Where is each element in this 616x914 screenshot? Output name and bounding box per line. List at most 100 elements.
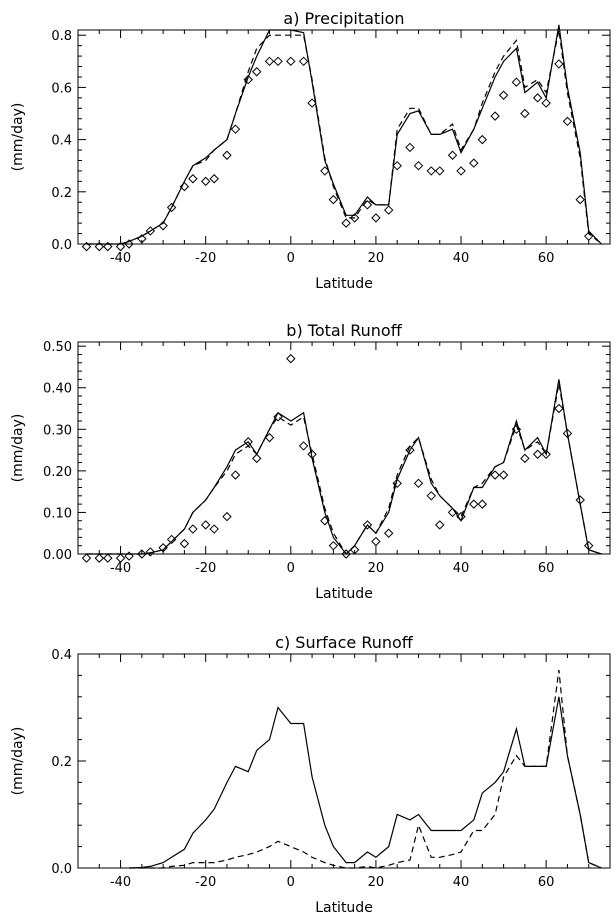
data-point-diamond [188, 174, 198, 184]
y-axis-label: (mm/day) [10, 414, 26, 483]
series-line-solid [86, 24, 602, 245]
data-point-diamond [94, 241, 104, 252]
chart-panel-1: a) Precipitation Latitude (mm/day) -40 -20 0 2… [10, 9, 611, 292]
data-point-diamond [264, 432, 275, 443]
data-point-diamond [81, 241, 92, 252]
y-tick-label: 0.30 [43, 423, 72, 438]
data-point-diamond [158, 221, 168, 231]
y-tick-label: 0.40 [43, 382, 72, 397]
data-point-diamond [575, 495, 585, 505]
y-tick-label: 0.2 [51, 186, 72, 201]
data-point-diamond [145, 547, 156, 557]
x-tick-label: -40 [110, 251, 131, 266]
data-point-diamond [307, 98, 317, 108]
x-tick-label: 60 [538, 251, 555, 266]
data-point-diamond [469, 158, 479, 168]
data-point-diamond [273, 412, 283, 422]
data-point-diamond [145, 226, 156, 236]
x-tick-label: 40 [453, 251, 470, 266]
x-tick-label: 60 [538, 561, 555, 576]
x-tick-label: 20 [368, 561, 385, 576]
data-point-diamond [179, 181, 190, 192]
y-axis-label: (mm/day) [10, 103, 26, 172]
y-tick-label: 0.4 [51, 134, 72, 149]
data-point-diamond [413, 160, 424, 171]
data-point-diamond [562, 116, 573, 127]
data-point-diamond [341, 218, 351, 228]
x-tick-label: -20 [195, 251, 216, 266]
series-line-dashed [129, 669, 602, 869]
data-point-diamond [137, 549, 147, 559]
data-point-diamond [298, 56, 309, 67]
data-point-diamond [532, 93, 543, 103]
data-point-diamond [349, 213, 360, 223]
y-tick-label: 0.0 [51, 238, 72, 253]
data-point-diamond [447, 507, 458, 518]
data-point-diamond [392, 478, 402, 489]
data-point-diamond [320, 516, 330, 526]
data-point-diamond [273, 56, 283, 67]
x-axis-label: Latitude [315, 276, 373, 292]
data-point-diamond [158, 543, 168, 553]
data-point-diamond [188, 524, 198, 534]
data-point-diamond [477, 134, 488, 145]
x-tick-label: 60 [538, 875, 555, 890]
data-point-diamond [405, 142, 415, 153]
y-tick-label: 0.00 [43, 548, 72, 563]
data-point-diamond [392, 160, 402, 171]
data-point-diamond [371, 536, 381, 547]
data-point-diamond [200, 176, 211, 187]
data-point-diamond [243, 437, 253, 447]
y-tick-label: 0.20 [43, 465, 72, 480]
plot-frame [77, 653, 611, 869]
data-point-diamond [554, 59, 564, 69]
data-point-diamond [328, 540, 339, 551]
data-point-diamond [252, 453, 262, 464]
data-point-diamond [230, 470, 241, 480]
data-point-diamond [520, 453, 530, 464]
data-point-diamond [166, 202, 177, 213]
y-tick-label: 0.4 [51, 648, 72, 663]
data-point-diamond [115, 241, 126, 252]
y-tick-label: 0.8 [51, 29, 72, 44]
data-point-diamond [362, 200, 373, 210]
data-point-diamond [477, 499, 488, 509]
data-point-diamond [435, 166, 445, 176]
y-tick-label: 0.2 [51, 755, 72, 770]
data-point-diamond [413, 478, 424, 489]
data-point-diamond [426, 491, 436, 501]
data-point-diamond [383, 205, 394, 215]
series-line-dashed [86, 29, 602, 245]
data-point-diamond [371, 213, 381, 223]
data-point-diamond [209, 524, 219, 534]
data-point-diamond [511, 424, 522, 435]
series-line-solid [86, 379, 602, 555]
data-point-diamond [349, 545, 360, 555]
y-tick-label: 0.50 [43, 340, 72, 355]
data-point-diamond [209, 174, 219, 184]
data-point-diamond [520, 108, 530, 119]
data-point-diamond [456, 166, 466, 176]
data-point-diamond [498, 90, 509, 100]
x-tick-label: -20 [195, 561, 216, 576]
data-point-diamond [575, 194, 585, 205]
x-tick-label: -20 [195, 875, 216, 890]
data-point-diamond [584, 231, 594, 241]
y-tick-label: 0.0 [51, 862, 72, 877]
data-point-diamond [81, 553, 92, 563]
data-point-diamond [115, 553, 126, 563]
data-point-diamond [264, 56, 275, 67]
data-point-diamond [541, 449, 551, 459]
data-point-diamond [286, 353, 296, 364]
data-point-diamond [456, 511, 466, 522]
data-point-diamond [554, 403, 564, 414]
data-point-diamond [230, 124, 241, 134]
y-axis-label: (mm/day) [10, 727, 26, 796]
data-point-diamond [447, 150, 458, 160]
x-tick-label: -40 [110, 875, 131, 890]
data-point-diamond [103, 553, 113, 563]
x-tick-label: 0 [287, 561, 295, 576]
y-tick-label: 0.6 [51, 81, 72, 96]
data-point-diamond [541, 98, 551, 108]
data-point-diamond [341, 549, 351, 559]
